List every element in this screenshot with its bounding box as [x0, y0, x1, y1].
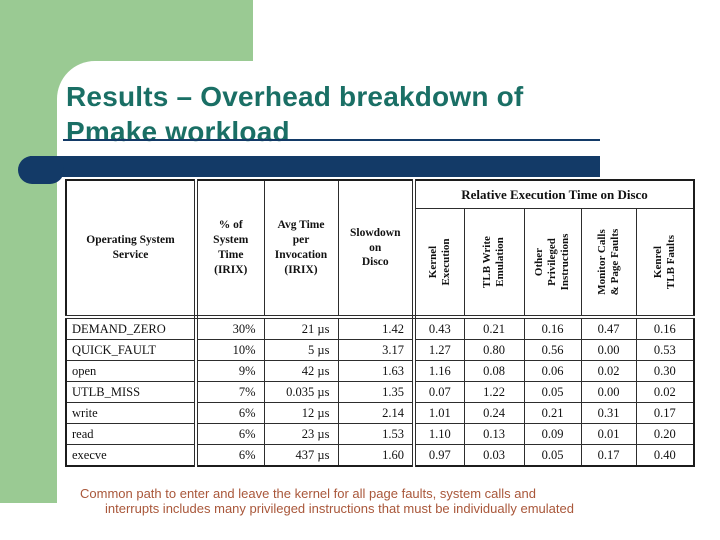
table-row: execve 6% 437 µs 1.60 0.97 0.03 0.05 0.17 0.40	[65, 444, 695, 467]
col-header-pct-system-time: % of System Time (IRIX)	[195, 179, 265, 319]
value-cell: 0.07	[413, 381, 465, 403]
title-underline-bar-cap	[18, 156, 64, 184]
header-row-top: Operating System Service % of System Tim…	[65, 179, 695, 319]
value-cell: 0.56	[523, 339, 582, 361]
value-cell: 0.21	[463, 316, 525, 340]
green-side-strip-decoration	[0, 0, 57, 503]
col-header-slowdown: Slowdown on Disco	[337, 179, 416, 319]
value-cell: 10%	[195, 339, 265, 361]
service-name-cell: open	[65, 360, 198, 382]
value-cell: 0.03	[463, 444, 525, 467]
value-cell: 6%	[195, 402, 265, 424]
value-cell: 5 µs	[263, 339, 339, 361]
value-cell: 0.20	[635, 423, 695, 445]
value-cell: 1.63	[337, 360, 416, 382]
value-cell: 30%	[195, 316, 265, 340]
col-header-monitor-calls-page-faults: Monitor Calls & Page Faults	[580, 208, 637, 319]
value-cell: 0.80	[463, 339, 525, 361]
value-cell: 0.01	[580, 423, 637, 445]
value-cell: 42 µs	[263, 360, 339, 382]
service-name-cell: UTLB_MISS	[65, 381, 198, 403]
value-cell: 0.13	[463, 423, 525, 445]
value-cell: 0.16	[635, 316, 695, 340]
value-cell: 6%	[195, 444, 265, 467]
value-cell: 1.42	[337, 316, 416, 340]
value-cell: 0.40	[635, 444, 695, 467]
value-cell: 0.21	[523, 402, 582, 424]
slide-title: Results – Overhead breakdown of Pmake wo…	[66, 81, 524, 147]
table-row: write 6% 12 µs 2.14 1.01 0.24 0.21 0.31 0.17	[65, 402, 695, 424]
value-cell: 0.035 µs	[263, 381, 339, 403]
value-cell: 9%	[195, 360, 265, 382]
col-header-tlb-write-emulation: TLB Write Emulation	[463, 208, 525, 319]
caption-line-2: interrupts includes many privileged inst…	[105, 501, 574, 516]
service-name-cell: execve	[65, 444, 198, 467]
value-cell: 3.17	[337, 339, 416, 361]
value-cell: 23 µs	[263, 423, 339, 445]
results-table: Operating System Service % of System Tim…	[65, 179, 696, 467]
header-row-rotated: Kernel Execution TLB Write Emulation Oth…	[66, 208, 695, 319]
value-cell: 437 µs	[263, 444, 339, 467]
value-cell: 0.00	[580, 339, 637, 361]
title-hairline-decoration	[63, 139, 600, 141]
col-header-kernel-execution: Kernel Execution	[413, 208, 465, 319]
table-row: open 9% 42 µs 1.63 1.16 0.08 0.06 0.02 0.30	[65, 360, 695, 382]
col-header-kernel-tlb-faults: Kenrel TLB Faults	[635, 208, 695, 319]
value-cell: 0.00	[580, 381, 637, 403]
value-cell: 1.60	[337, 444, 416, 467]
value-cell: 0.17	[635, 402, 695, 424]
value-cell: 0.53	[635, 339, 695, 361]
value-cell: 12 µs	[263, 402, 339, 424]
value-cell: 1.22	[463, 381, 525, 403]
value-cell: 0.05	[523, 381, 582, 403]
col-header-avg-time: Avg Time per Invocation (IRIX)	[263, 179, 339, 319]
value-cell: 1.10	[413, 423, 465, 445]
value-cell: 2.14	[337, 402, 416, 424]
value-cell: 1.53	[337, 423, 416, 445]
value-cell: 0.47	[580, 316, 637, 340]
value-cell: 21 µs	[263, 316, 339, 340]
value-cell: 0.08	[463, 360, 525, 382]
value-cell: 0.16	[523, 316, 582, 340]
caption-line-1: Common path to enter and leave the kerne…	[80, 486, 536, 501]
value-cell: 0.43	[413, 316, 465, 340]
service-name-cell: QUICK_FAULT	[65, 339, 198, 361]
service-name-cell: DEMAND_ZERO	[65, 316, 198, 340]
results-table-body: DEMAND_ZERO 30% 21 µs 1.42 0.43 0.21 0.16 0.47 0…	[65, 316, 695, 467]
table-row: DEMAND_ZERO 30% 21 µs 1.42 0.43 0.21 0.16 0.47 0…	[65, 316, 695, 340]
value-cell: 0.31	[580, 402, 637, 424]
title-underline-bar	[30, 156, 600, 177]
value-cell: 7%	[195, 381, 265, 403]
value-cell: 0.97	[413, 444, 465, 467]
value-cell: 0.02	[580, 360, 637, 382]
value-cell: 0.17	[580, 444, 637, 467]
value-cell: 1.35	[337, 381, 416, 403]
value-cell: 0.06	[523, 360, 582, 382]
value-cell: 1.01	[413, 402, 465, 424]
service-name-cell: write	[65, 402, 198, 424]
table-row: UTLB_MISS 7% 0.035 µs 1.35 0.07 1.22 0.05 0.00 0…	[65, 381, 695, 403]
slide-caption: Common path to enter and leave the kerne…	[80, 486, 700, 516]
value-cell: 0.30	[635, 360, 695, 382]
value-cell: 1.27	[413, 339, 465, 361]
col-header-other-privileged-instructions: Other Privileged Instructions	[523, 208, 582, 319]
service-name-cell: read	[65, 423, 198, 445]
col-header-os-service: Operating System Service	[65, 179, 198, 319]
value-cell: 0.05	[523, 444, 582, 467]
table-row: read 6% 23 µs 1.53 1.10 0.13 0.09 0.01 0.20	[65, 423, 695, 445]
value-cell: 6%	[195, 423, 265, 445]
group-header-relative-execution: Relative Execution Time on Disco	[413, 179, 695, 209]
table-row: QUICK_FAULT 10% 5 µs 3.17 1.27 0.80 0.56 0.00 0.…	[65, 339, 695, 361]
value-cell: 0.09	[523, 423, 582, 445]
value-cell: 0.02	[635, 381, 695, 403]
value-cell: 0.24	[463, 402, 525, 424]
value-cell: 1.16	[413, 360, 465, 382]
